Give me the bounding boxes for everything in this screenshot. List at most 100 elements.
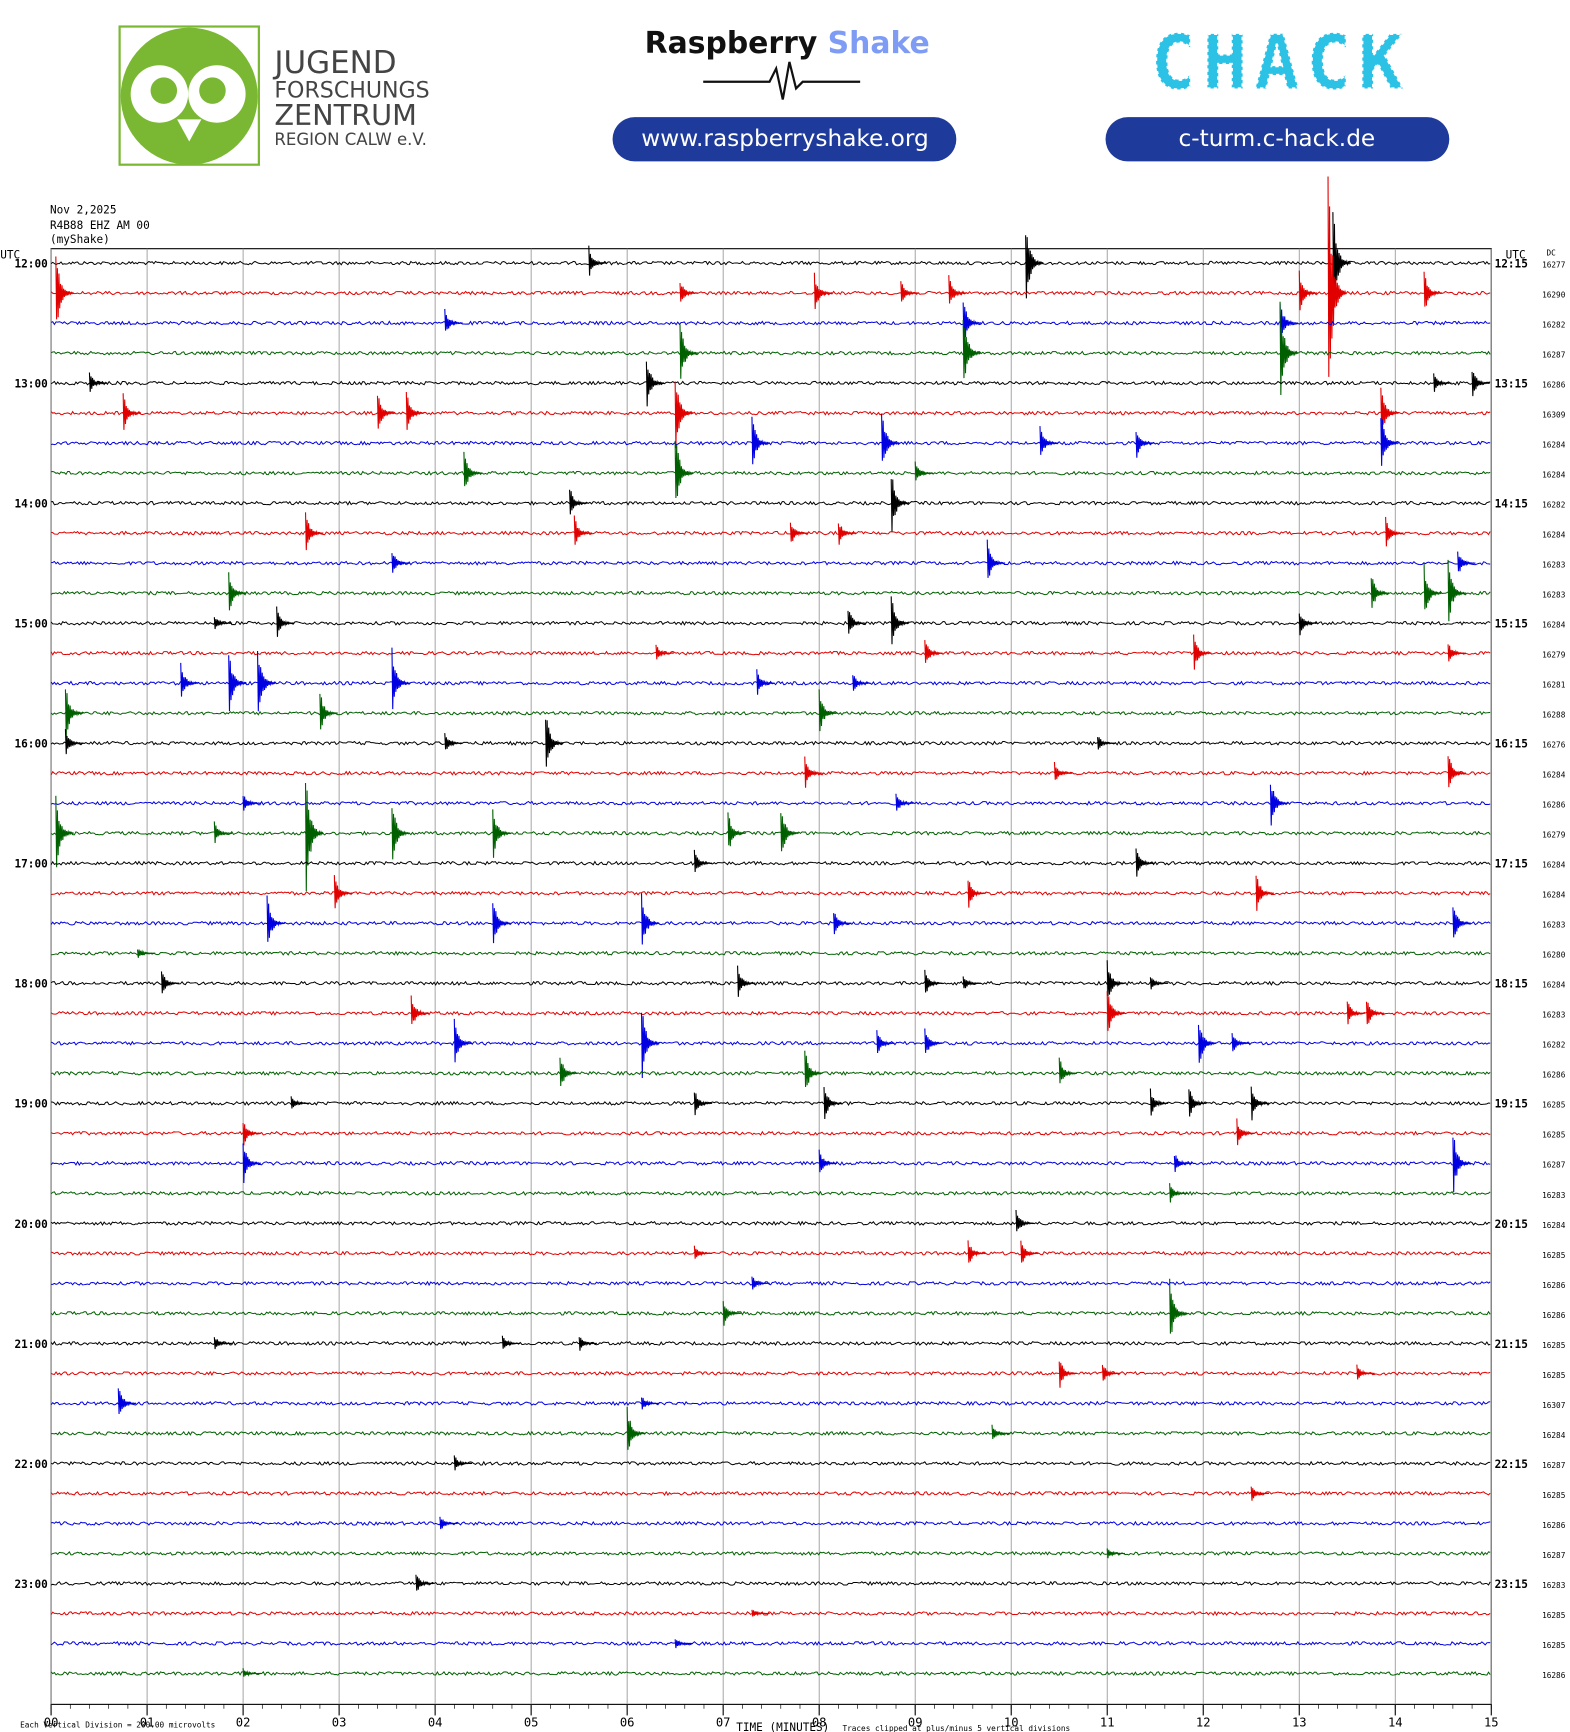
spike <box>1250 1086 1270 1121</box>
frame <box>50 248 1492 1705</box>
chack-logo: CHACK c-turm.c-hack.de <box>1105 17 1450 162</box>
trace <box>50 1190 1491 1196</box>
spike <box>962 302 982 345</box>
dc-value: 16285 <box>1542 1641 1566 1650</box>
spike <box>453 1455 473 1471</box>
dc-value: 16286 <box>1542 1281 1566 1290</box>
spike <box>391 553 410 573</box>
trace <box>50 770 1491 776</box>
dc-value: 16285 <box>1542 1491 1566 1500</box>
spike <box>722 1301 742 1326</box>
spike <box>1332 212 1352 307</box>
trace <box>50 1520 1491 1526</box>
right-time-label: 16:15 <box>1495 738 1528 751</box>
spike <box>789 522 809 542</box>
x-tick-label: 05 <box>524 1715 539 1729</box>
spike <box>578 1337 598 1351</box>
spike <box>290 1096 310 1109</box>
spike <box>1452 907 1472 938</box>
right-unit: UTC <box>1506 249 1526 262</box>
chack-url-pill[interactable] <box>1105 117 1450 162</box>
trace <box>50 1310 1491 1317</box>
dc-value: 16290 <box>1542 290 1566 299</box>
spike <box>924 969 943 993</box>
spike <box>1365 1001 1385 1025</box>
dc-value: 16284 <box>1542 861 1566 870</box>
trace <box>50 260 1491 266</box>
jfz-text: REGION CALW e.V. <box>274 130 427 149</box>
spike <box>1447 559 1467 622</box>
spike <box>1447 644 1467 662</box>
spike <box>924 1028 943 1053</box>
trace <box>51 470 1491 476</box>
spike <box>569 489 588 515</box>
dc-value: 16283 <box>1542 1011 1566 1020</box>
dc-value: 16286 <box>1542 1521 1566 1530</box>
left-time-label: 16:00 <box>15 738 48 751</box>
trace <box>50 620 1491 626</box>
spike <box>640 893 660 945</box>
trace <box>50 1400 1491 1407</box>
trace <box>50 1670 1491 1677</box>
spike <box>117 1388 137 1415</box>
dc-value: 16286 <box>1542 1311 1566 1320</box>
spike <box>895 793 914 811</box>
chack-url[interactable]: c-turm.c-hack.de <box>1179 125 1376 152</box>
spike <box>1236 1118 1255 1146</box>
dc-value: 16307 <box>1542 1401 1566 1410</box>
spike <box>242 1668 261 1677</box>
spike <box>213 617 233 630</box>
rs-url[interactable]: www.raspberryshake.org <box>641 125 929 152</box>
trace <box>50 440 1491 446</box>
dc-value: 16279 <box>1542 651 1566 660</box>
spike <box>559 1057 578 1086</box>
x-tick-label: 06 <box>620 1715 635 1729</box>
trace <box>50 740 1491 746</box>
spike <box>1380 418 1400 466</box>
spike <box>1423 271 1443 307</box>
clip-note: Traces clipped at plus/minus 5 vertical … <box>842 1724 1070 1732</box>
dc-value: 16286 <box>1542 1671 1566 1680</box>
trace <box>51 1280 1491 1287</box>
spike <box>1188 1089 1207 1117</box>
jfz-text: ZENTRUM <box>274 98 417 132</box>
x-tick-label: 10 <box>1004 1715 1019 1729</box>
trace <box>50 680 1491 686</box>
spike <box>463 451 482 487</box>
dc-value: 16285 <box>1542 1131 1566 1140</box>
spike <box>674 440 694 499</box>
rs-url-pill[interactable] <box>612 117 957 162</box>
spike <box>319 693 338 730</box>
trace <box>51 530 1491 536</box>
jfz-text: FORSCHUNGS <box>274 77 429 103</box>
spike <box>304 512 324 551</box>
spike <box>1106 960 1126 997</box>
trace <box>50 1460 1491 1466</box>
right-time-label: 22:15 <box>1495 1458 1528 1471</box>
dc-value: 16286 <box>1542 1071 1566 1080</box>
spike <box>751 1609 770 1617</box>
left-time-label: 18:00 <box>15 978 48 991</box>
spike <box>1447 756 1467 788</box>
spike <box>453 1018 473 1063</box>
spike <box>1356 1364 1375 1380</box>
spike <box>444 733 463 750</box>
trace <box>51 1070 1491 1076</box>
spike <box>1135 848 1154 877</box>
trace <box>50 1580 1491 1586</box>
spike <box>881 414 900 461</box>
x-tick-label: 04 <box>428 1715 443 1729</box>
dc-value: 16285 <box>1542 1341 1566 1350</box>
station: R4B88 EHZ AM 00 <box>50 219 150 232</box>
spike <box>924 640 943 663</box>
left-time-label: 23:00 <box>15 1578 48 1591</box>
spike <box>64 729 84 755</box>
x-tick-label: 00 <box>44 1715 59 1729</box>
trace <box>50 1220 1491 1227</box>
spike <box>1279 303 1299 341</box>
spike <box>333 875 353 909</box>
trace <box>50 1490 1491 1497</box>
spike <box>1149 977 1169 990</box>
spike <box>1053 761 1073 780</box>
